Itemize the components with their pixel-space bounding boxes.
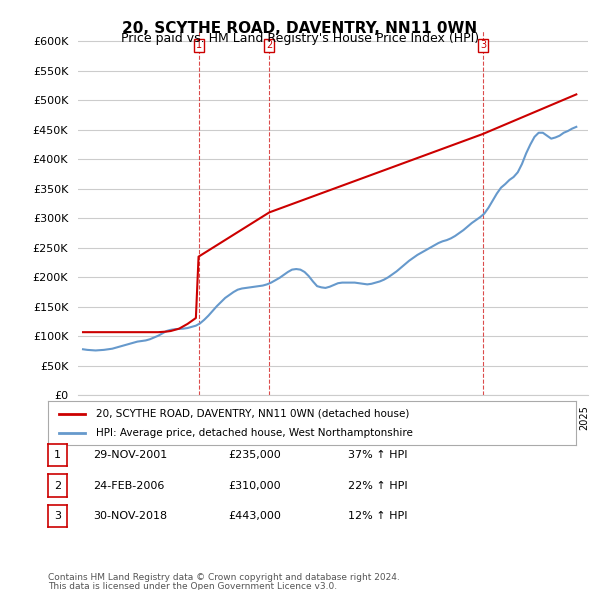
Text: 3: 3	[54, 512, 61, 521]
Text: HPI: Average price, detached house, West Northamptonshire: HPI: Average price, detached house, West…	[95, 428, 412, 438]
Text: £235,000: £235,000	[228, 450, 281, 460]
Text: Price paid vs. HM Land Registry's House Price Index (HPI): Price paid vs. HM Land Registry's House …	[121, 32, 479, 45]
Text: 2: 2	[54, 481, 61, 490]
Text: 29-NOV-2001: 29-NOV-2001	[93, 450, 167, 460]
Text: 12% ↑ HPI: 12% ↑ HPI	[348, 512, 407, 521]
Text: 2: 2	[266, 41, 272, 51]
Text: 3: 3	[480, 41, 486, 51]
Text: 22% ↑ HPI: 22% ↑ HPI	[348, 481, 407, 490]
Text: 1: 1	[54, 450, 61, 460]
Text: This data is licensed under the Open Government Licence v3.0.: This data is licensed under the Open Gov…	[48, 582, 337, 590]
Text: 30-NOV-2018: 30-NOV-2018	[93, 512, 167, 521]
Text: 1: 1	[196, 41, 202, 51]
Text: Contains HM Land Registry data © Crown copyright and database right 2024.: Contains HM Land Registry data © Crown c…	[48, 573, 400, 582]
Text: 20, SCYTHE ROAD, DAVENTRY, NN11 0WN: 20, SCYTHE ROAD, DAVENTRY, NN11 0WN	[122, 21, 478, 35]
Text: £443,000: £443,000	[228, 512, 281, 521]
Text: 24-FEB-2006: 24-FEB-2006	[93, 481, 164, 490]
Text: 37% ↑ HPI: 37% ↑ HPI	[348, 450, 407, 460]
Text: £310,000: £310,000	[228, 481, 281, 490]
Text: 20, SCYTHE ROAD, DAVENTRY, NN11 0WN (detached house): 20, SCYTHE ROAD, DAVENTRY, NN11 0WN (det…	[95, 409, 409, 418]
